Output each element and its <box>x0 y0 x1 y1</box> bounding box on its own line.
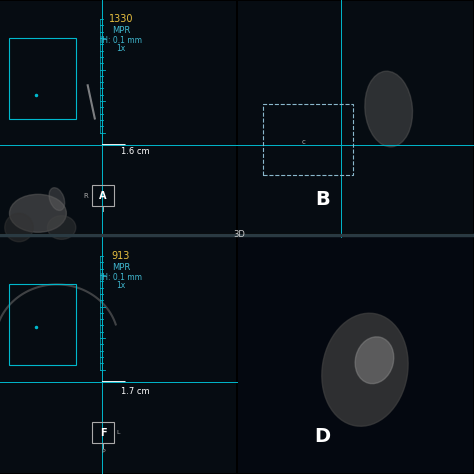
Ellipse shape <box>355 337 394 383</box>
Text: F: F <box>100 428 106 438</box>
Text: B: B <box>315 190 330 209</box>
Text: MPR: MPR <box>112 263 130 272</box>
Ellipse shape <box>9 194 66 232</box>
Text: 1.6 cm: 1.6 cm <box>121 147 149 156</box>
Text: IH: 0.1 mm: IH: 0.1 mm <box>100 36 142 45</box>
FancyBboxPatch shape <box>238 1 473 233</box>
Text: D: D <box>314 427 330 446</box>
Bar <box>263 104 353 175</box>
Ellipse shape <box>365 71 412 147</box>
Text: 1x: 1x <box>116 281 126 290</box>
Text: A: A <box>100 191 107 201</box>
Text: L: L <box>116 430 119 435</box>
Bar <box>9 284 76 365</box>
Ellipse shape <box>47 216 76 239</box>
Text: 913: 913 <box>112 251 130 261</box>
Text: IH: 0.1 mm: IH: 0.1 mm <box>100 273 142 282</box>
FancyBboxPatch shape <box>0 237 236 473</box>
Bar <box>9 38 76 118</box>
Bar <box>92 185 114 206</box>
Ellipse shape <box>5 213 33 242</box>
Bar <box>92 422 114 443</box>
Text: 1x: 1x <box>116 44 126 53</box>
Text: 3D: 3D <box>233 230 246 239</box>
Text: 1.7 cm: 1.7 cm <box>121 387 149 395</box>
Ellipse shape <box>322 313 408 426</box>
Text: R: R <box>83 192 88 199</box>
Text: c: c <box>301 139 305 145</box>
Ellipse shape <box>49 188 64 210</box>
FancyBboxPatch shape <box>0 1 236 233</box>
Text: 1330: 1330 <box>109 14 133 24</box>
Text: MPR: MPR <box>112 26 130 35</box>
FancyBboxPatch shape <box>238 237 473 473</box>
Text: P: P <box>101 449 105 455</box>
